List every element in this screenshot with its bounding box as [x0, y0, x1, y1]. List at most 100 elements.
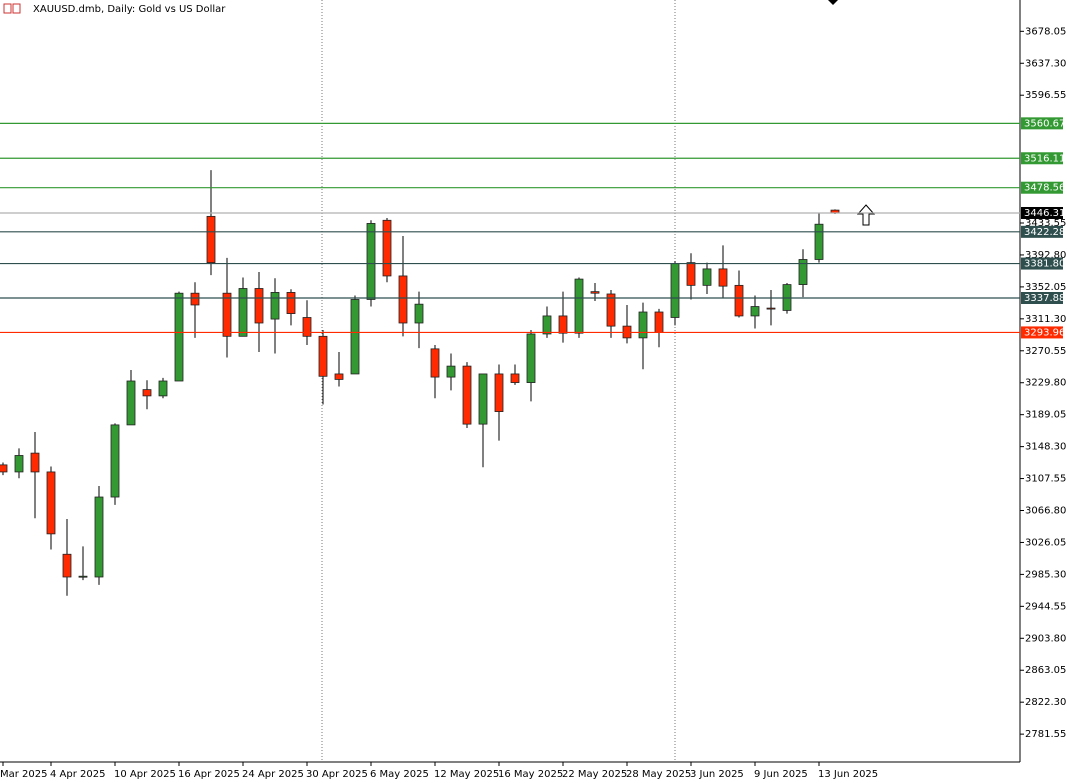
- candle-body: [222, 292, 232, 337]
- y-tick-label: 3433.55: [1025, 218, 1066, 229]
- x-tick-label: 30 Apr 2025: [306, 769, 368, 780]
- x-tick-label: 24 Apr 2025: [242, 769, 304, 780]
- candle-body: [638, 311, 648, 339]
- y-tick-label: 3352.05: [1025, 282, 1066, 293]
- x-tick-label: Mar 2025: [0, 769, 48, 780]
- candle-body: [382, 219, 392, 277]
- candle-body: [158, 380, 168, 397]
- candle-body: [526, 333, 536, 383]
- y-tick-label: 3596.55: [1025, 90, 1066, 101]
- x-tick-label: 3 Jun 2025: [690, 769, 744, 780]
- level-label-bg: [1021, 225, 1063, 238]
- candle-body: [462, 365, 472, 425]
- y-tick-label: 2985.30: [1025, 569, 1066, 580]
- candle-body: [270, 292, 280, 320]
- candle-body: [62, 553, 72, 578]
- y-tick-label: 3189.05: [1025, 410, 1066, 421]
- y-tick-label: 3637.30: [1025, 58, 1066, 69]
- candle-body: [510, 373, 520, 383]
- candle-body: [30, 452, 40, 473]
- y-tick-label: 2781.55: [1025, 729, 1066, 740]
- icon-part: [12, 3, 21, 14]
- y-tick-label: 3270.55: [1025, 346, 1066, 357]
- candle-body: [558, 315, 568, 334]
- level-label-bg: [1021, 257, 1063, 270]
- candle-body: [478, 373, 488, 425]
- candle-body: [814, 223, 824, 260]
- candle-body: [94, 496, 104, 578]
- candle-body: [654, 311, 664, 333]
- candle-body: [174, 292, 184, 382]
- x-tick-label: 4 Apr 2025: [50, 769, 105, 780]
- y-tick-label: 3148.30: [1025, 442, 1066, 453]
- y-tick-label: 3311.30: [1025, 314, 1066, 325]
- level-label: 3337.88: [1024, 293, 1065, 304]
- candle-body: [750, 306, 760, 317]
- candle-body: [398, 275, 408, 324]
- candle-body: [0, 464, 8, 473]
- x-tick-label: 28 May 2025: [626, 769, 691, 780]
- candle-body: [606, 293, 616, 327]
- y-tick-label: 2863.05: [1025, 665, 1066, 676]
- candle-body: [110, 424, 120, 498]
- candle-body: [126, 380, 136, 426]
- level-label-bg: [1021, 181, 1063, 194]
- candle-body: [142, 389, 152, 397]
- y-tick-label: 3026.05: [1025, 537, 1066, 548]
- candle-body: [702, 268, 712, 286]
- x-tick-label: 16 Apr 2025: [178, 769, 240, 780]
- plot-area: [0, 170, 840, 596]
- candle-body: [302, 317, 312, 337]
- candle-body: [78, 575, 88, 578]
- symbol-icon: [3, 3, 21, 14]
- candle-body: [686, 262, 696, 286]
- candle-body: [574, 278, 584, 334]
- candle-body: [254, 288, 264, 324]
- candle-body: [542, 315, 552, 335]
- y-tick-label: 3678.05: [1025, 26, 1066, 37]
- level-label: 3446.31: [1024, 208, 1065, 219]
- x-tick-label: 10 Apr 2025: [114, 769, 176, 780]
- y-tick-label: 3066.80: [1025, 506, 1066, 517]
- level-label: 3381.80: [1024, 259, 1065, 270]
- level-label: 3422.28: [1024, 227, 1065, 238]
- candle-body: [286, 292, 296, 314]
- level-label-bg: [1021, 291, 1063, 304]
- x-tick-label: 22 May 2025: [562, 769, 627, 780]
- candle-body: [350, 299, 360, 375]
- y-tick-label: 3392.80: [1025, 250, 1066, 261]
- candle-body: [718, 268, 728, 287]
- level-label-bg: [1021, 117, 1063, 130]
- candle-body: [734, 284, 744, 317]
- x-tick-label: 16 May 2025: [498, 769, 563, 780]
- level-label: 3478.56: [1024, 183, 1065, 194]
- level-label-bg: [1021, 326, 1063, 339]
- level-label: 3516.11: [1024, 153, 1065, 164]
- candle-body: [494, 373, 504, 412]
- candle-body: [670, 263, 680, 318]
- level-label-bg: [1021, 206, 1063, 219]
- candle-body: [590, 291, 600, 294]
- candle-body: [238, 288, 248, 337]
- x-tick-label: 13 Jun 2025: [818, 769, 878, 780]
- up-arrow: [856, 204, 876, 226]
- icon-part: [3, 3, 12, 14]
- x-tick-label: 6 May 2025: [370, 769, 429, 780]
- candle-body: [446, 365, 456, 378]
- candle-body: [46, 471, 56, 535]
- y-tick-label: 2903.80: [1025, 633, 1066, 644]
- candle-body: [366, 223, 376, 300]
- x-tick-label: 12 May 2025: [434, 769, 499, 780]
- chart-title: XAUUSD.dmb, Daily: Gold vs US Dollar: [33, 4, 226, 15]
- x-tick-label: 9 Jun 2025: [754, 769, 808, 780]
- level-label: 3293.96: [1024, 327, 1065, 338]
- marker: [828, 0, 838, 5]
- candle-body: [206, 215, 216, 264]
- candle-body: [334, 373, 344, 380]
- candle-body: [14, 455, 24, 473]
- candle-body: [430, 348, 440, 378]
- y-tick-label: 3229.80: [1025, 378, 1066, 389]
